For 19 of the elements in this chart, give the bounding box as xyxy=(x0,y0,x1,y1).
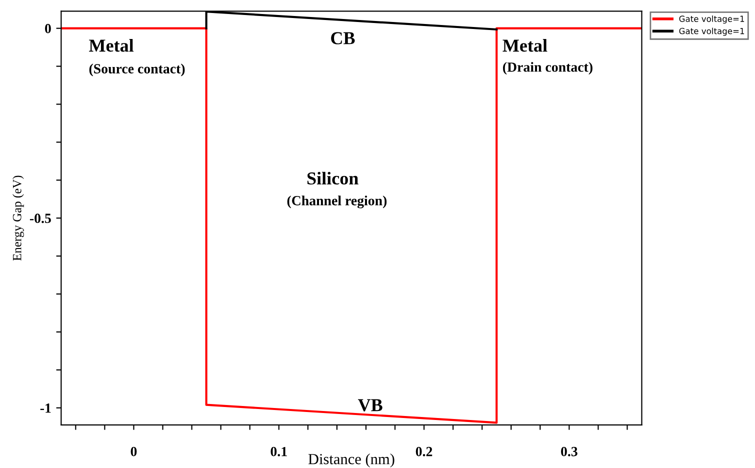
annotation: Metal xyxy=(89,39,134,52)
annotation: (Channel region) xyxy=(287,196,387,208)
annotation: Metal xyxy=(502,39,548,52)
annotation: VB xyxy=(358,399,382,412)
annotation: CB xyxy=(331,32,355,44)
x-tick-label: 0 xyxy=(130,446,137,456)
x-axis-title: Distance (nm) xyxy=(308,454,394,468)
annotation: (Source contact) xyxy=(89,64,185,76)
annotation: Silicon xyxy=(307,172,358,185)
x-tick-label: 0.3 xyxy=(561,446,578,456)
x-tick-label: 0.2 xyxy=(416,446,432,456)
y-axis-title: Energy Gap (eV) xyxy=(12,176,24,261)
y-tick-label: 0 xyxy=(45,24,51,34)
legend-label: Gate voltage=1 xyxy=(679,16,744,24)
annotation: (Drain contact) xyxy=(503,62,592,75)
y-tick-label: -1 xyxy=(40,404,51,413)
x-tick-label: 0.1 xyxy=(270,446,287,456)
y-tick-label: -0.5 xyxy=(30,214,51,224)
legend-label: Gate voltage=1 xyxy=(679,28,744,36)
